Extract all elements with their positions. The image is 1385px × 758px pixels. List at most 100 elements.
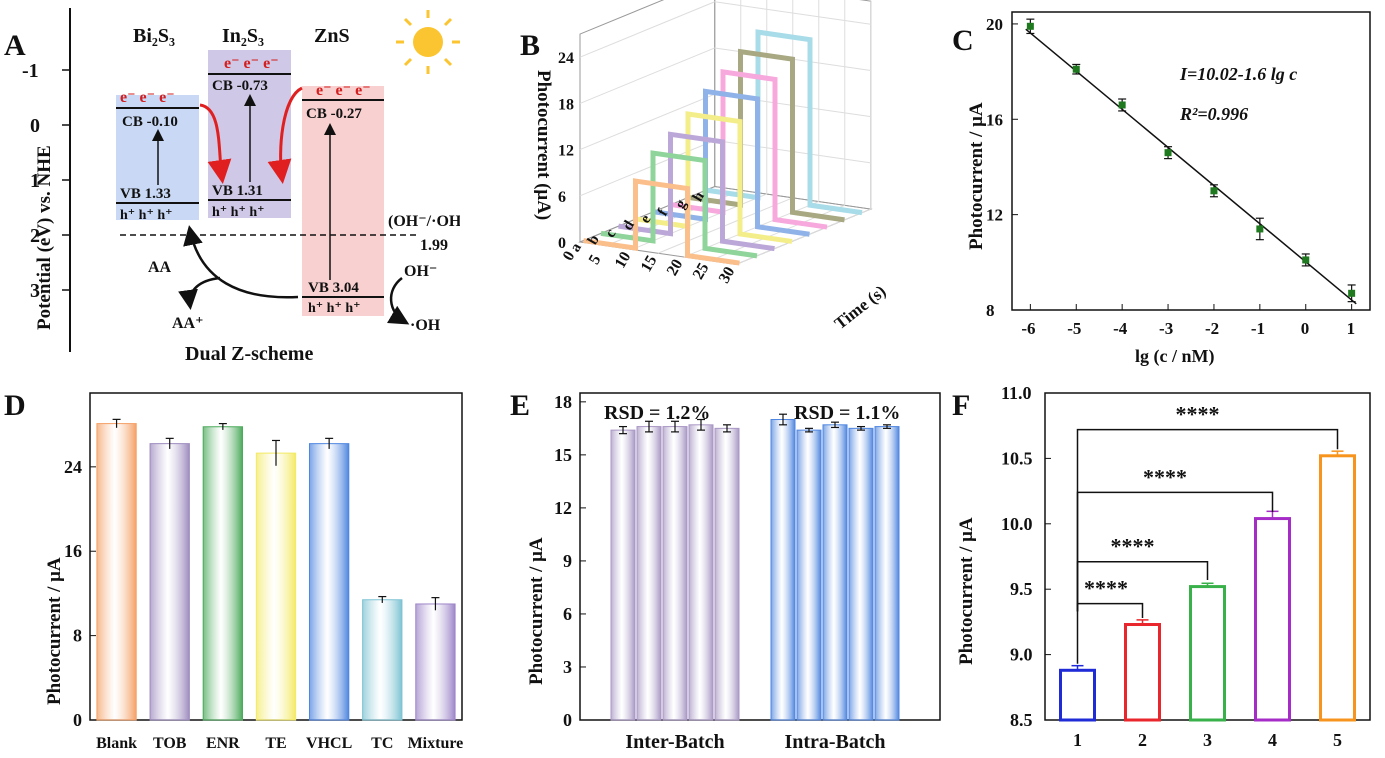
b-series-label: c: [602, 226, 619, 240]
c-xtick-label: -4: [1113, 319, 1128, 338]
b-time-label: 30: [716, 264, 739, 286]
b-gridline: [579, 139, 715, 197]
d-ylabel: Photocurrent / μA: [44, 557, 65, 705]
zns-band: [302, 86, 384, 316]
c-point: [1256, 225, 1264, 233]
d-ytick-label: 16: [64, 541, 82, 561]
f-bar: [1059, 668, 1096, 722]
c-ytick-label: 20: [986, 15, 1003, 34]
f-ytick-label: 10.5: [1001, 448, 1033, 468]
d-ytick-label: 24: [64, 457, 82, 477]
rsd-intra: RSD = 1.1%: [794, 402, 900, 424]
c-xtick-label: 1: [1347, 319, 1356, 338]
c-ytick-label: 16: [986, 110, 1003, 129]
in2s3-cb: CB -0.73: [212, 78, 268, 94]
b-time-label: 25: [690, 260, 713, 282]
f-bar: [1254, 517, 1291, 722]
chart-e: E Photocurrent / μA RSD = 1.2% RSD = 1.1…: [510, 389, 941, 753]
f-significance-stars: ****: [1084, 576, 1128, 601]
zns-electrons: e⁻ e⁻ e⁻: [316, 82, 371, 99]
zns-vb: VB 3.04: [308, 280, 359, 296]
c-xtick-label: -2: [1205, 319, 1219, 338]
panel-letter-e: E: [510, 389, 530, 422]
b-ytick-label: 18: [558, 96, 574, 113]
panel-letter-f: F: [952, 389, 970, 422]
b-gridline: [657, 197, 793, 254]
e-bar: [610, 429, 636, 721]
d-bar: [96, 423, 137, 721]
b-time-label: 10: [612, 249, 635, 271]
a-tick-label: 3: [30, 280, 40, 302]
f-bar: [1124, 623, 1161, 722]
in2s3-electrons: e⁻ e⁻ e⁻: [224, 55, 279, 72]
c-xtick-label: 0: [1301, 319, 1310, 338]
d-ytick-label: 8: [73, 626, 82, 646]
d-category-label: TOB: [153, 735, 187, 752]
e-bar: [714, 427, 740, 721]
sun-icon: [396, 10, 460, 74]
f-bar: [1319, 454, 1356, 722]
zns-cb: CB -0.27: [306, 106, 362, 122]
b-xlabel: Time (s): [831, 281, 890, 333]
f-ytick-label: 10.0: [1001, 514, 1033, 534]
e-bar: [796, 429, 822, 721]
e-ytick-label: 6: [563, 604, 572, 624]
panel-letter-a: A: [4, 29, 26, 62]
e-frame: [579, 392, 941, 721]
c-xtick-label: -5: [1067, 319, 1081, 338]
bi2s3-vb: VB 1.33: [120, 186, 171, 202]
f-category-label: 2: [1138, 730, 1147, 750]
c-ytick-label: 8: [986, 301, 995, 320]
c-r2: R²=0.996: [1179, 104, 1248, 124]
e-bar: [822, 424, 848, 721]
e-group-label: Intra-Batch: [784, 731, 885, 753]
d-bar: [255, 452, 297, 721]
panel-c: C Photocurrent / μA lg (c / nM) I=10.02-…: [950, 0, 1385, 370]
redox-couple: (OH⁻/·OH): [388, 213, 460, 230]
a-tick-label: -1: [22, 60, 39, 82]
z-arrow-2: [267, 86, 303, 184]
e-ylabel: Photocurrent / μA: [526, 537, 547, 685]
b-gridline: [579, 93, 715, 151]
c-frame: [1011, 11, 1371, 311]
chart-f: F Photocurrent / μA 8.5 9.0 9.5 10.0 10.5 11.…: [952, 383, 1371, 750]
panel-d: D Photocurrent / μA 0 8 16 24 Blank TOB ENR TE V…: [0, 375, 470, 753]
scheme-label: Dual Z-scheme: [185, 343, 313, 365]
f-ytick-label: 11.0: [1001, 383, 1032, 403]
e-bar: [636, 426, 662, 721]
a-tick-label: 0: [30, 115, 40, 137]
c-ytick-label: 12: [986, 206, 1003, 225]
b-ylabel: Photocurrent (μA): [533, 70, 554, 220]
material-bi2s3: Bi₂S₃: [133, 25, 175, 47]
b-series-a: [583, 178, 740, 266]
e-ytick-label: 18: [554, 392, 572, 412]
in2s3-holes: h⁺ h⁺ h⁺: [212, 205, 265, 220]
bi2s3-holes: h⁺ h⁺ h⁺: [120, 208, 173, 223]
c-xtick-label: -1: [1251, 319, 1265, 338]
c-xtick-label: -6: [1021, 319, 1035, 338]
c-point: [1302, 256, 1310, 264]
a-tick-label: 2: [30, 225, 40, 247]
f-significance-stars: ****: [1176, 402, 1220, 427]
bi2s3-electrons: e⁻ e⁻ e⁻: [120, 89, 175, 106]
chart-d: D Photocurrent / μA 0 8 16 24 Blank TOB ENR TE V…: [4, 389, 463, 752]
f-significance-bracket: [1076, 602, 1144, 664]
b-time-label: 15: [638, 253, 661, 275]
b-series-g: [688, 48, 845, 223]
panel-b: B Photocurrent (μA) Time (s) 0 6 12 18 24 0 5 1…: [480, 0, 955, 370]
d-bar: [308, 443, 350, 721]
f-ylabel: Photocurrent / μA: [956, 517, 977, 665]
panel-letter-b: B: [520, 29, 540, 62]
d-category-label: ENR: [206, 735, 240, 752]
a-tick-label: 1: [30, 170, 40, 192]
b-time-label: 5: [586, 252, 605, 267]
e-bar: [770, 419, 796, 721]
aa-plus-label: AA⁺: [172, 315, 204, 332]
material-in2s3: In₂S₃: [222, 25, 264, 47]
b-ytick-label: 12: [558, 143, 574, 160]
b-series-e: [653, 88, 810, 237]
f-ytick-label: 9.5: [1010, 579, 1033, 599]
panel-f: F Photocurrent / μA 8.5 9.0 9.5 10.0 10.5 11.…: [950, 375, 1385, 753]
f-significance-bracket: [1076, 428, 1339, 612]
